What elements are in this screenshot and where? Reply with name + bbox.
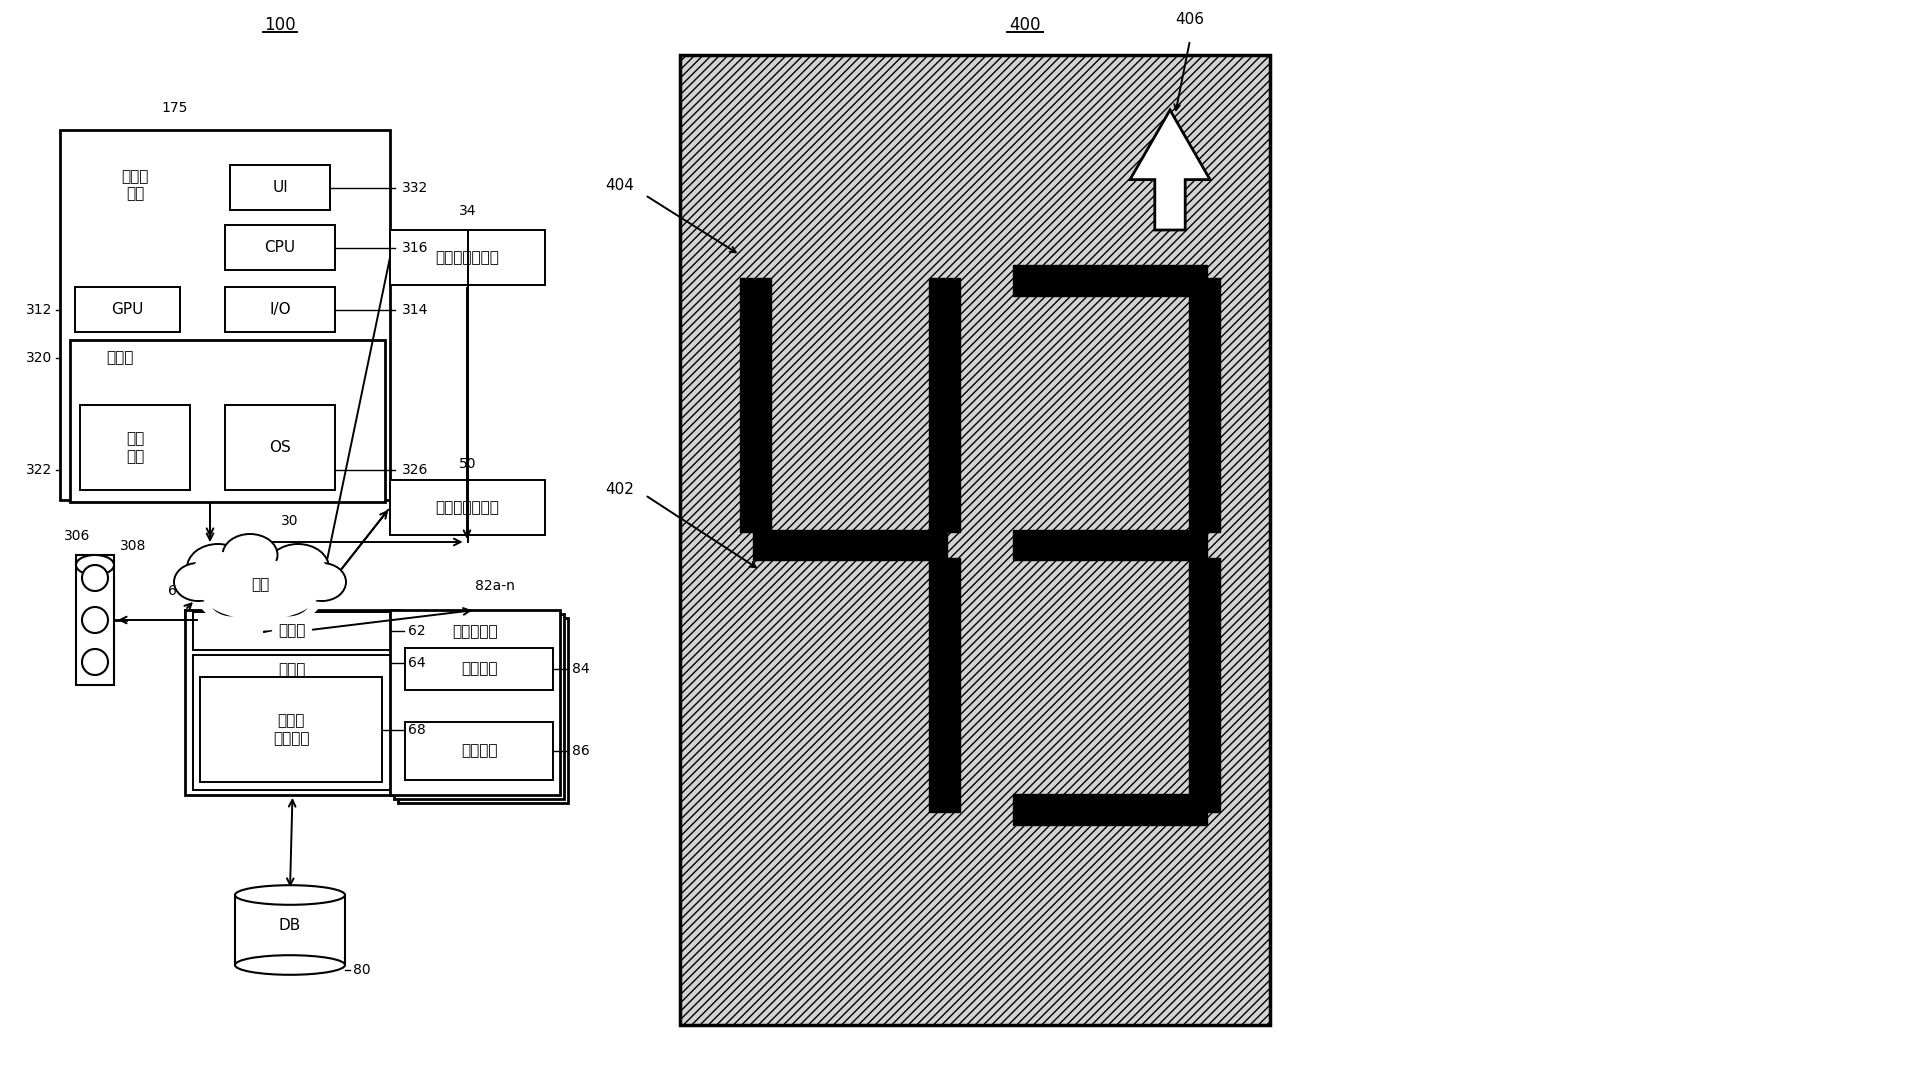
Text: 400: 400 bbox=[1010, 16, 1041, 33]
Bar bbox=[77, 555, 113, 685]
Bar bbox=[929, 558, 960, 812]
Text: 175: 175 bbox=[161, 102, 188, 114]
Bar bbox=[397, 618, 568, 804]
Bar bbox=[1014, 794, 1208, 825]
Bar bbox=[405, 723, 553, 780]
Text: 82a-n: 82a-n bbox=[474, 579, 515, 593]
Text: 网络: 网络 bbox=[252, 578, 269, 593]
Ellipse shape bbox=[223, 534, 278, 576]
Text: 地图显示: 地图显示 bbox=[461, 743, 497, 758]
Text: DB: DB bbox=[278, 918, 301, 932]
Text: 地图数据服务器: 地图数据服务器 bbox=[436, 500, 499, 515]
Text: 处理器: 处理器 bbox=[278, 623, 305, 638]
Bar bbox=[390, 230, 545, 285]
Text: 322: 322 bbox=[25, 463, 52, 477]
Ellipse shape bbox=[298, 563, 346, 600]
Text: 交通量
减少引擎: 交通量 减少引擎 bbox=[273, 713, 309, 745]
Text: 314: 314 bbox=[401, 302, 428, 316]
Bar bbox=[1188, 558, 1219, 812]
Bar bbox=[234, 895, 346, 966]
Ellipse shape bbox=[213, 563, 307, 618]
Text: 404: 404 bbox=[605, 177, 634, 192]
Text: 存储器: 存储器 bbox=[278, 662, 305, 677]
Text: 312: 312 bbox=[25, 302, 52, 316]
Ellipse shape bbox=[200, 561, 321, 620]
Text: 84: 84 bbox=[572, 662, 589, 676]
Bar bbox=[1014, 265, 1208, 296]
Text: 50: 50 bbox=[459, 457, 476, 471]
Polygon shape bbox=[1131, 110, 1210, 230]
Bar bbox=[405, 648, 553, 690]
Bar bbox=[225, 405, 334, 490]
Ellipse shape bbox=[234, 886, 346, 905]
Text: 332: 332 bbox=[401, 180, 428, 194]
Bar bbox=[390, 480, 545, 535]
Circle shape bbox=[83, 649, 108, 675]
Text: GPU: GPU bbox=[111, 302, 144, 318]
Text: 64: 64 bbox=[407, 656, 426, 670]
Bar bbox=[1188, 279, 1219, 531]
Text: 80: 80 bbox=[353, 963, 371, 977]
Bar bbox=[929, 279, 960, 531]
Bar bbox=[753, 529, 947, 561]
Text: 速度
显示: 速度 显示 bbox=[127, 431, 144, 463]
Text: 86: 86 bbox=[572, 744, 589, 758]
Bar bbox=[394, 615, 564, 799]
Text: CPU: CPU bbox=[265, 240, 296, 255]
Bar bbox=[739, 279, 770, 531]
Bar bbox=[390, 610, 561, 795]
Text: 402: 402 bbox=[605, 483, 634, 498]
Text: 客户端设备: 客户端设备 bbox=[453, 624, 497, 639]
Text: UI: UI bbox=[273, 180, 288, 195]
Text: 68: 68 bbox=[407, 723, 426, 737]
Circle shape bbox=[83, 565, 108, 591]
Text: 62: 62 bbox=[407, 624, 426, 638]
Bar bbox=[680, 55, 1269, 1025]
Text: 存储器: 存储器 bbox=[106, 351, 134, 365]
Ellipse shape bbox=[227, 542, 275, 578]
Bar bbox=[184, 610, 399, 795]
Ellipse shape bbox=[77, 555, 113, 575]
Text: 导航数据服务器: 导航数据服务器 bbox=[436, 249, 499, 265]
Circle shape bbox=[83, 607, 108, 633]
Text: 306: 306 bbox=[63, 529, 90, 543]
Bar bbox=[225, 225, 334, 270]
Ellipse shape bbox=[273, 552, 328, 592]
Text: OS: OS bbox=[269, 440, 290, 455]
Text: 326: 326 bbox=[401, 463, 428, 477]
Text: I/O: I/O bbox=[269, 302, 290, 318]
Ellipse shape bbox=[209, 581, 255, 616]
Bar bbox=[225, 287, 334, 332]
Bar bbox=[69, 340, 386, 502]
Text: 34: 34 bbox=[459, 204, 476, 218]
Bar bbox=[75, 287, 180, 332]
Text: 30: 30 bbox=[280, 514, 300, 528]
Text: 308: 308 bbox=[119, 539, 146, 553]
Text: 导航应用: 导航应用 bbox=[461, 661, 497, 676]
Text: 316: 316 bbox=[401, 241, 428, 255]
Text: 320: 320 bbox=[25, 351, 52, 365]
Ellipse shape bbox=[192, 552, 248, 592]
Ellipse shape bbox=[267, 544, 328, 592]
Ellipse shape bbox=[300, 570, 340, 600]
Ellipse shape bbox=[180, 570, 221, 600]
Ellipse shape bbox=[186, 544, 250, 592]
Bar bbox=[60, 130, 390, 500]
Ellipse shape bbox=[196, 550, 324, 630]
Text: 60: 60 bbox=[169, 584, 186, 598]
Bar bbox=[200, 677, 382, 782]
Ellipse shape bbox=[265, 581, 311, 616]
Bar bbox=[194, 654, 392, 789]
Text: 100: 100 bbox=[265, 16, 296, 33]
Bar bbox=[81, 405, 190, 490]
Bar bbox=[680, 55, 1269, 1025]
Ellipse shape bbox=[175, 563, 223, 600]
Bar bbox=[194, 612, 392, 650]
Bar bbox=[230, 165, 330, 210]
Text: 客户端
设备: 客户端 设备 bbox=[121, 168, 148, 201]
Text: 406: 406 bbox=[1175, 13, 1204, 27]
Ellipse shape bbox=[234, 955, 346, 975]
Bar bbox=[1014, 529, 1208, 561]
